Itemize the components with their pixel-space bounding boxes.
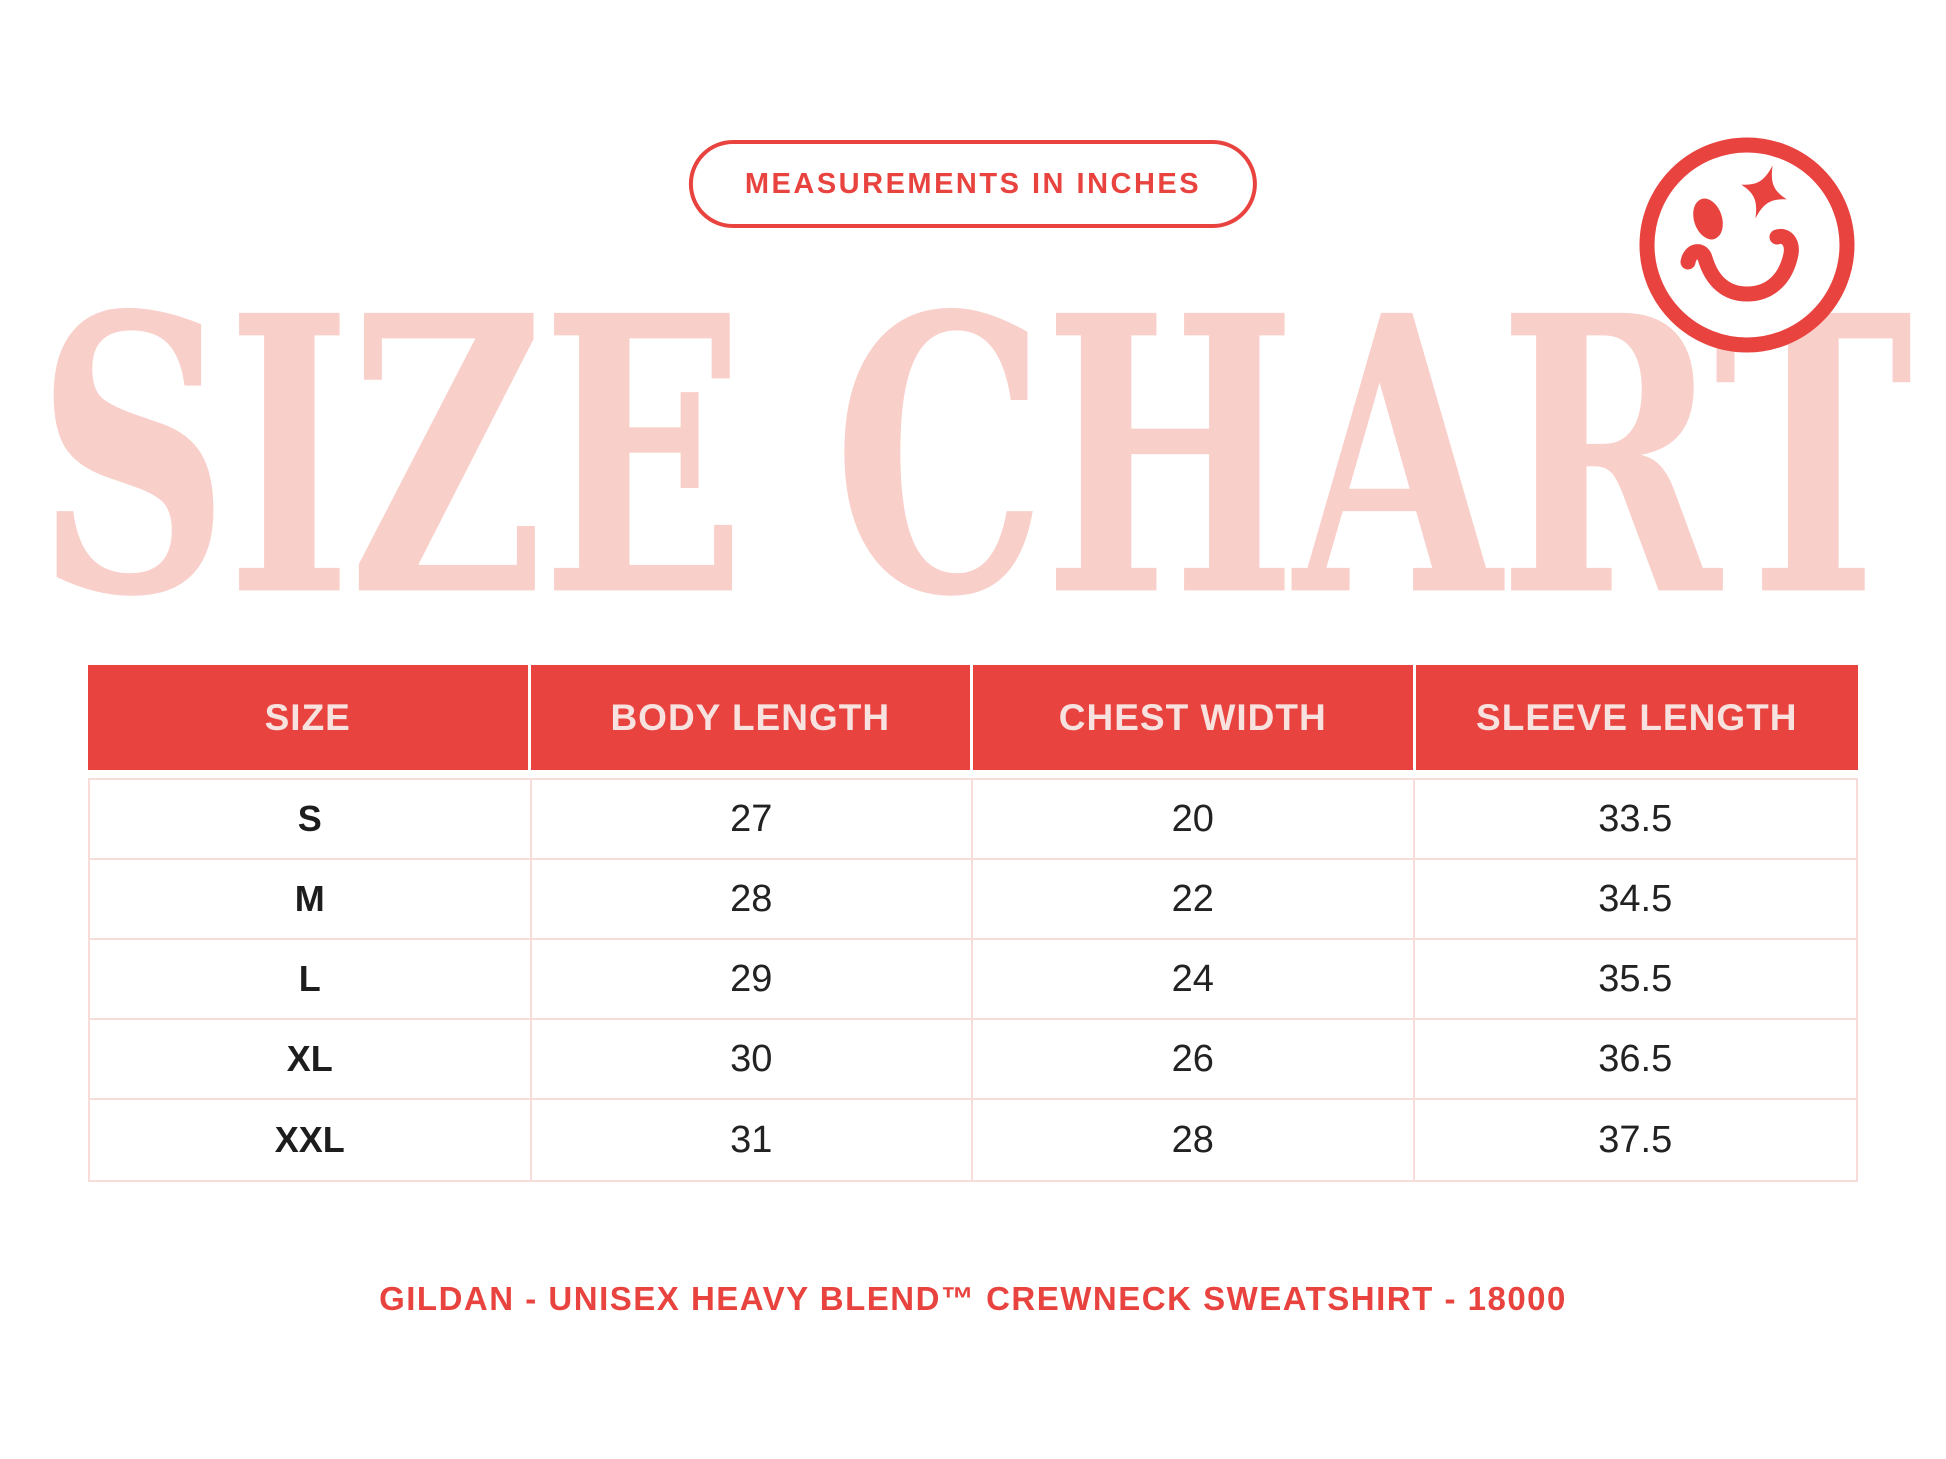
cell-size: L (90, 940, 532, 1018)
header-sleeve-length: SLEEVE LENGTH (1476, 696, 1798, 738)
cell-body-length: 28 (532, 860, 973, 938)
cell-size: M (90, 860, 532, 938)
cell-body-length: 27 (532, 780, 973, 858)
smiley-face-circle (1639, 137, 1855, 353)
cell-chest-width: 24 (973, 940, 1415, 1018)
page-title: SIZE CHART (35, 233, 1913, 682)
cell-size: XXL (90, 1100, 532, 1180)
table-row-m: M 28 22 34.5 (90, 860, 1856, 940)
cell-body-length: 30 (532, 1020, 973, 1098)
table-row-l: L 29 24 35.5 (90, 940, 1856, 1020)
cell-chest-width: 20 (973, 780, 1415, 858)
table-header-row: SIZE BODY LENGTH CHEST WIDTH SLEEVE LENG… (88, 665, 1858, 770)
table-row-xxl: XXL 31 28 37.5 (90, 1100, 1856, 1180)
measurements-badge-label: MEASUREMENTS IN INCHES (744, 167, 1202, 200)
smiley-sparkle-eye (1741, 165, 1787, 219)
cell-chest-width: 22 (973, 860, 1415, 938)
product-name-label: GILDAN - UNISEX HEAVY BLEND™ CREWNECK SW… (379, 1280, 1567, 1317)
table-body: S 27 20 33.5 M 28 22 34.5 L 29 24 35.5 X… (88, 778, 1858, 1182)
cell-sleeve-length: 33.5 (1598, 797, 1673, 840)
cell-sleeve-length: 34.5 (1598, 877, 1673, 920)
header-chest-width: CHEST WIDTH (973, 665, 1416, 770)
table-row-s: S 27 20 33.5 (90, 780, 1856, 860)
size-table: SIZE BODY LENGTH CHEST WIDTH SLEEVE LENG… (88, 665, 1858, 1182)
cell-chest-width: 26 (973, 1020, 1415, 1098)
cell-sleeve-length: 35.5 (1598, 957, 1673, 1000)
winking-smiley-icon (1639, 137, 1855, 353)
smiley-left-eye (1693, 198, 1723, 240)
header-size: SIZE (88, 665, 531, 770)
cell-sleeve-length: 37.5 (1598, 1118, 1673, 1161)
smiley-mouth (1680, 228, 1799, 302)
table-row-xl: XL 30 26 36.5 (90, 1020, 1856, 1100)
cell-body-length: 29 (532, 940, 973, 1018)
cell-sleeve-length: 36.5 (1598, 1037, 1673, 1080)
cell-chest-width: 28 (973, 1100, 1415, 1180)
cell-size: XL (90, 1020, 532, 1098)
cell-size: S (90, 780, 532, 858)
header-body-length: BODY LENGTH (531, 665, 973, 770)
cell-body-length: 31 (532, 1100, 973, 1180)
measurements-badge: MEASUREMENTS IN INCHES (688, 140, 1258, 228)
